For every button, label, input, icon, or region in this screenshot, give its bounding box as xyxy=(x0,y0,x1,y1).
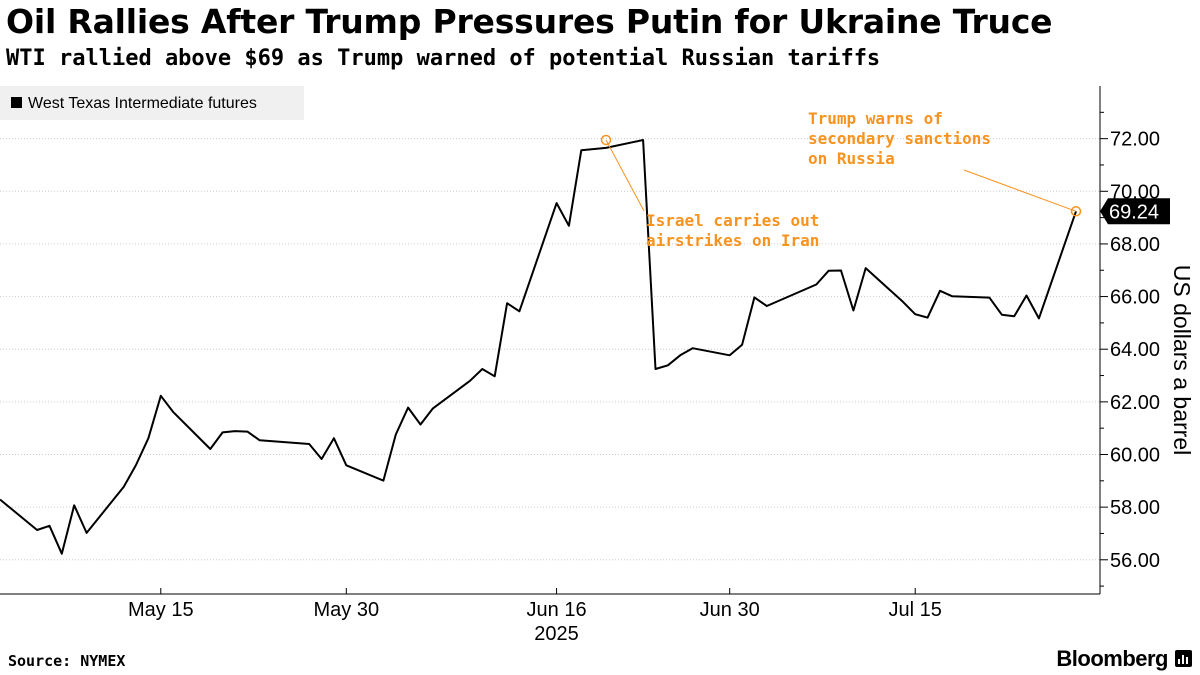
annotation-label: Trump warns of xyxy=(808,109,943,128)
gridlines xyxy=(0,138,1100,561)
legend-background xyxy=(0,86,304,120)
legend: West Texas Intermediate futures xyxy=(0,86,304,120)
y-tick-label: 60.00 xyxy=(1110,444,1160,466)
series-layer xyxy=(0,139,1077,555)
wti-line-chart: 56.00 58.00 60.00 62.00 64.00 66.00 68.00 70.00… xyxy=(0,86,1195,645)
y-axis-label: US dollars a barrel xyxy=(1169,265,1195,455)
y-tick-label: 72.00 xyxy=(1110,129,1160,151)
y-tick-label: 66.00 xyxy=(1110,287,1160,309)
annotation-leader-line xyxy=(605,139,645,212)
y-tick-label: 62.00 xyxy=(1110,392,1160,414)
source-note: Source: NYMEX xyxy=(8,652,126,670)
chart-subtitle: WTI rallied above $69 as Trump warned of… xyxy=(6,46,881,71)
axes: 56.00 58.00 60.00 62.00 64.00 66.00 68.00 70.00… xyxy=(0,86,1160,645)
legend-swatch xyxy=(11,97,22,108)
x-tick-label: Jun 16 xyxy=(527,599,587,621)
legend-label: West Texas Intermediate futures xyxy=(28,95,257,112)
annotation-marker xyxy=(1070,206,1082,217)
y-tick-label: 56.00 xyxy=(1110,550,1160,572)
annotation-label: secondary sanctions xyxy=(808,129,991,148)
wti-series-line xyxy=(0,139,1077,555)
annotation-marker xyxy=(600,134,612,146)
x-year-label: 2025 xyxy=(534,623,579,645)
x-tick-label: Jul 15 xyxy=(889,599,942,621)
annotation-label: Israel carries out xyxy=(646,211,819,230)
last-value-tag xyxy=(1100,198,1170,225)
annotation-label: airstrikes on Iran xyxy=(646,231,819,250)
y-tick-label: 64.00 xyxy=(1110,339,1160,361)
y-tick-label: 70.00 xyxy=(1110,181,1160,203)
bloomberg-bar-chart-icon xyxy=(1175,650,1192,667)
chart-title: Oil Rallies After Trump Pressures Putin … xyxy=(6,2,1053,41)
y-tick-label: 68.00 xyxy=(1110,234,1160,256)
y-tick-label: 58.00 xyxy=(1110,497,1160,519)
x-tick-label: May 15 xyxy=(128,599,194,621)
annotation-leader-line xyxy=(963,169,1077,212)
x-tick-label: Jun 30 xyxy=(700,599,760,621)
x-tick-label: May 30 xyxy=(314,599,380,621)
annotation-label: on Russia xyxy=(808,149,895,168)
bloomberg-logo: Bloomberg xyxy=(1056,646,1168,671)
last-value-label: 69.24 xyxy=(1109,201,1159,223)
